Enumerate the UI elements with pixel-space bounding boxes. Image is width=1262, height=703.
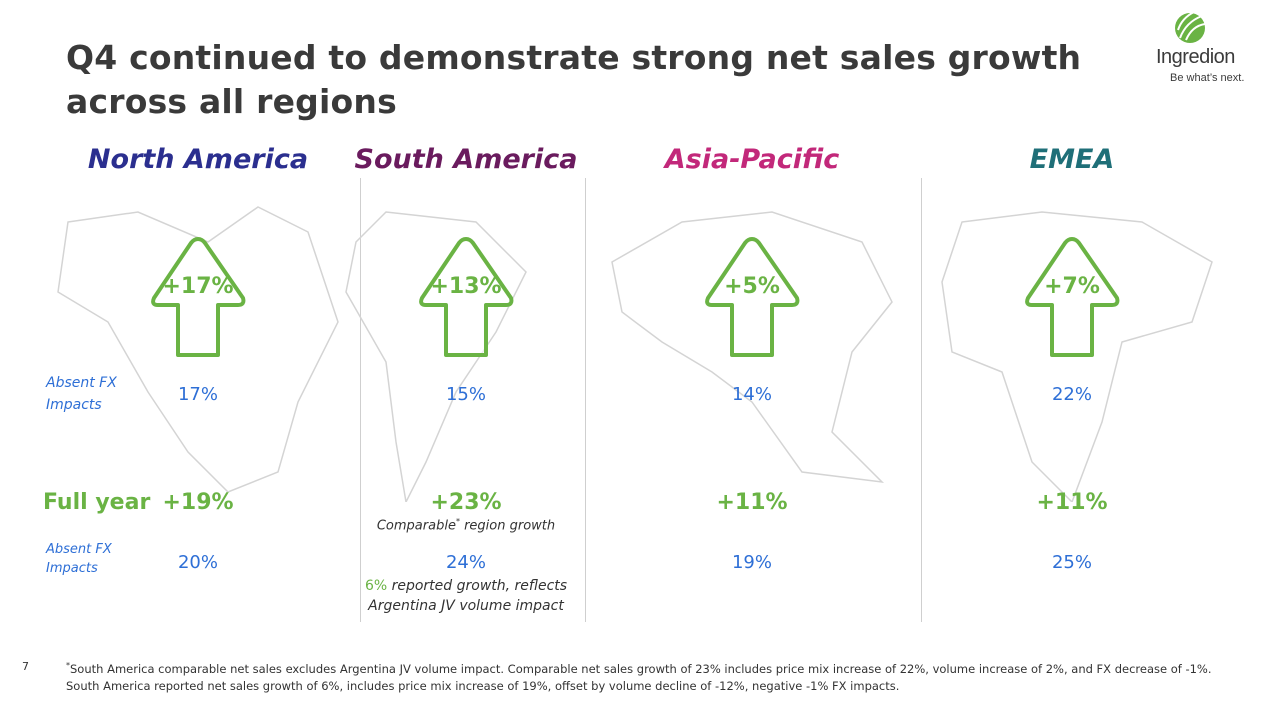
q4-absent-fx-value: 15% xyxy=(445,384,486,405)
ingredion-logo: Ingredion Be what’s next. xyxy=(1150,8,1260,88)
q4-absent-fx-value: 17% xyxy=(177,384,218,405)
q4-absent-fx-value: 14% xyxy=(731,384,772,405)
region-column-asia-pacific: Asia-Pacific +5% 14% +11% 19% xyxy=(592,140,912,640)
divider xyxy=(585,178,586,622)
full-year-growth: +11% xyxy=(716,490,788,515)
q4-growth: +5% xyxy=(724,274,780,299)
full-year-label: Full year xyxy=(43,490,151,515)
full-year-growth: +23% xyxy=(430,490,502,515)
region-column-north-america: North America +17% 17% +19% 20% xyxy=(38,140,358,640)
region-title: South America xyxy=(354,144,578,175)
comparable-note: Comparable* region growth xyxy=(376,517,556,534)
region-column-emea: EMEA +7% 22% +11% 25% xyxy=(912,140,1232,640)
full-year-growth: +19% xyxy=(162,490,234,515)
divider xyxy=(360,178,361,622)
region-map xyxy=(57,206,339,493)
region-column-south-america: South America +13% 15% +23% 24% Comparabl… xyxy=(306,140,626,640)
divider xyxy=(921,178,922,622)
up-arrow-icon xyxy=(151,237,246,357)
q4-growth: +13% xyxy=(430,274,502,299)
slide-title: Q4 continued to demonstrate strong net s… xyxy=(66,38,1082,121)
q4-absent-fx-value: 22% xyxy=(1051,384,1092,405)
up-arrow-icon xyxy=(1025,237,1120,357)
leaf-logo-icon xyxy=(1175,11,1206,43)
full-year-absent-fx-value: 19% xyxy=(731,552,772,573)
region-title: Asia-Pacific xyxy=(664,144,840,175)
region-map xyxy=(941,211,1213,502)
full-year-growth: +11% xyxy=(1036,490,1108,515)
q4-growth: +17% xyxy=(162,274,234,299)
region-map xyxy=(611,211,893,484)
full-year-absent-fx-value: 25% xyxy=(1051,552,1092,573)
q4-growth: +7% xyxy=(1044,274,1100,299)
fy-absent-fx-label: Absent FX Impacts xyxy=(46,542,112,576)
reported-growth-note: 6% reported growth, reflects Argentina JV… xyxy=(364,578,568,614)
region-title: North America xyxy=(87,144,309,175)
region-map xyxy=(345,211,527,502)
full-year-absent-fx-value: 20% xyxy=(177,552,218,573)
up-arrow-icon xyxy=(419,237,514,357)
up-arrow-icon xyxy=(705,237,800,357)
full-year-absent-fx-value: 24% xyxy=(445,552,486,573)
q4-absent-fx-label: Absent FX Impacts xyxy=(46,375,117,413)
page-number: 7 xyxy=(22,660,29,673)
region-title: EMEA xyxy=(1029,144,1115,175)
footnote: *South America comparable net sales excl… xyxy=(66,661,1212,693)
